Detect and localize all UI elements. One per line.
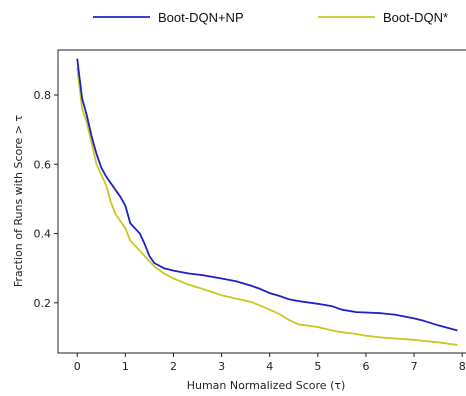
series-line-boot-dqn-np xyxy=(76,58,458,332)
x-tick-label: 4 xyxy=(266,360,273,373)
x-tick-label: 3 xyxy=(218,360,225,373)
x-axis-label: Human Normalized Score (τ) xyxy=(187,379,346,392)
x-tick-label: 6 xyxy=(362,360,369,373)
x-tick-label: 1 xyxy=(122,360,129,373)
y-axis-ticks: 0.2 0.4 0.6 0.8 xyxy=(34,89,58,310)
x-tick-label: 2 xyxy=(170,360,177,373)
legend-label-boot-dqn-np: Boot-DQN+NP xyxy=(158,10,244,25)
legend: Boot-DQN+NP Boot-DQN* xyxy=(93,10,448,25)
x-tick-label: 7 xyxy=(411,360,418,373)
y-tick-label: 0.2 xyxy=(34,297,52,310)
series-layer xyxy=(76,58,458,346)
plot-area-frame xyxy=(57,49,466,354)
x-tick-label: 8 xyxy=(459,360,466,373)
y-tick-label: 0.4 xyxy=(34,228,52,241)
x-tick-label: 0 xyxy=(74,360,81,373)
y-tick-label: 0.8 xyxy=(34,89,52,102)
y-axis-label: Fraction of Runs with Score > τ xyxy=(12,114,25,287)
x-tick-label: 5 xyxy=(314,360,321,373)
series-line-boot-dqn-star xyxy=(76,67,458,346)
x-axis-ticks: 0 1 2 3 4 5 6 7 8 xyxy=(74,353,466,373)
legend-label-boot-dqn-star: Boot-DQN* xyxy=(383,10,448,25)
y-tick-label: 0.6 xyxy=(34,158,52,171)
